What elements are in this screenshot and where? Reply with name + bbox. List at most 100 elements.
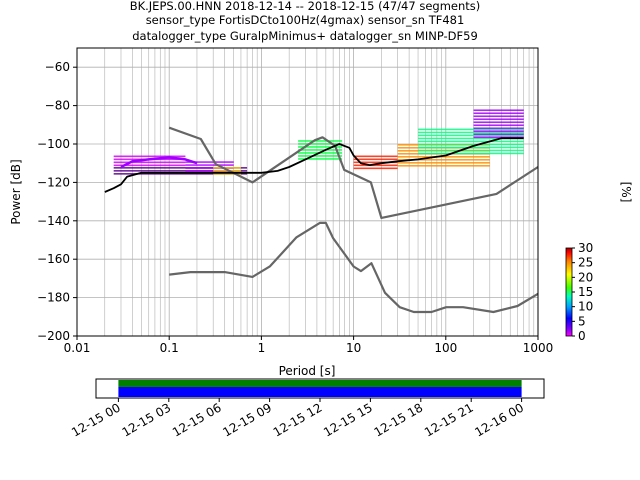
- colorbar-tick-label: 25: [578, 256, 593, 270]
- y-tick-label: −120: [37, 175, 70, 189]
- heatmap-cell: [418, 128, 524, 131]
- heatmap-cell: [113, 155, 186, 158]
- heatmap-cell: [418, 134, 524, 137]
- timeline-bars: [118, 380, 522, 397]
- heatmap-cell: [353, 164, 398, 167]
- x-tick-label: 1: [258, 341, 266, 355]
- y-tick-label: −100: [37, 137, 70, 151]
- heatmap-cell: [418, 140, 524, 143]
- colorbar-tick-label: 10: [578, 300, 593, 314]
- heatmap-cell: [473, 136, 524, 139]
- heatmap-cell: [473, 130, 524, 133]
- timeline-tick-label: 12-16 00: [472, 400, 526, 439]
- heatmap-cell: [473, 109, 524, 112]
- grid-lines: [76, 48, 538, 337]
- chart-title-line3: datalogger_type GuralpMinimus+ datalogge…: [132, 29, 478, 43]
- y-axis-ticks: −60 −80 −100 −120 −140 −160 −180 −200: [37, 60, 77, 343]
- x-tick-label: 100: [434, 341, 457, 355]
- heatmap-cell: [353, 167, 398, 170]
- timeline-tick-label: 12-15 00: [69, 400, 123, 439]
- plot-frame: [76, 47, 539, 337]
- x-axis-label: Period [s]: [279, 364, 336, 378]
- heatmap-cell: [298, 140, 343, 142]
- timeline-tick-label: 12-15 12: [271, 400, 325, 439]
- heatmap-cell: [397, 162, 490, 164]
- y-tick-label: −180: [37, 291, 70, 305]
- heatmap-cell: [298, 149, 343, 151]
- heatmap-cell: [113, 167, 248, 169]
- series-line-percentile: [120, 156, 198, 169]
- series-line-nlnm: [169, 221, 539, 314]
- heatmap-cell: [185, 170, 234, 172]
- heatmap-cell: [473, 121, 524, 124]
- heatmap-cell: [213, 167, 241, 169]
- heatmap-cell: [298, 155, 343, 157]
- heatmap-cell: [353, 158, 398, 161]
- y-tick-label: −160: [37, 252, 70, 266]
- psd-plot-area: 0.01 0.1 1 10 100 1000 −60 −80 −100 −120 −140 −160…: [37, 47, 554, 355]
- y-tick-label: −60: [45, 60, 70, 74]
- heatmap-cell: [397, 156, 490, 158]
- heatmap-cell: [185, 167, 234, 169]
- series-line-nhnm: [168, 126, 539, 219]
- heatmap-cell: [473, 133, 524, 136]
- heatmap-cell: [353, 161, 398, 164]
- heatmap-cell: [397, 159, 490, 161]
- y-axis-label: Power [dB]: [9, 159, 23, 224]
- timeline-bar-blue: [118, 387, 522, 397]
- colorbar-label: [%]: [619, 182, 633, 203]
- series-line-mode: [104, 137, 524, 193]
- heatmap-cell: [353, 155, 398, 158]
- heatmap-cell: [473, 124, 524, 127]
- timeline-tick-label: 12-15 09: [220, 400, 274, 439]
- timeline-tick-label: 12-15 18: [372, 400, 426, 439]
- x-tick-label: 0.1: [160, 341, 179, 355]
- heatmap-cell: [113, 161, 186, 164]
- timeline-tick-label: 12-15 15: [321, 400, 375, 439]
- heatmap-cell: [113, 170, 248, 172]
- timeline-bar-green: [118, 380, 522, 387]
- heatmap-cell: [473, 118, 524, 121]
- colorbar-tick-label: 5: [578, 314, 586, 328]
- heatmap-cell: [113, 164, 186, 167]
- heatmap-cell: [213, 173, 241, 175]
- colorbar-tick-label: 20: [578, 270, 593, 284]
- x-tick-label: 1000: [523, 341, 554, 355]
- heatmap-layer: [113, 109, 524, 175]
- colorbar: [565, 247, 573, 337]
- heatmap-cell: [185, 161, 234, 163]
- chart-title-line2: sensor_type FortisDCto100Hz(4gmax) senso…: [146, 13, 465, 27]
- heatmap-cell: [185, 164, 234, 166]
- heatmap-cell: [113, 173, 248, 175]
- x-axis-ticks: 0.01 0.1 1 10 100 1000: [64, 336, 554, 355]
- heatmap-cell: [473, 115, 524, 118]
- x-tick-label: 10: [346, 341, 361, 355]
- y-tick-label: −140: [37, 214, 70, 228]
- heatmap-cell: [418, 131, 524, 134]
- heatmap-cell: [473, 112, 524, 115]
- heatmap-cell: [418, 149, 524, 152]
- colorbar-tick-label: 0: [578, 329, 586, 343]
- timeline-tick-label: 12-15 21: [422, 400, 476, 439]
- timeline-tick-label: 12-15 06: [170, 400, 224, 439]
- heatmap-cell: [298, 158, 343, 160]
- colorbar-tick-label: 30: [578, 241, 593, 255]
- timeline-tick-label: 12-15 03: [120, 400, 174, 439]
- heatmap-cell: [397, 165, 490, 167]
- colorbar-tick-label: 15: [578, 285, 593, 299]
- heatmap-cell: [418, 137, 524, 140]
- heatmap-cell: [473, 127, 524, 130]
- chart-title-line1: BK.JEPS.00.HNN 2018-12-14 -- 2018-12-15 …: [130, 0, 481, 13]
- series-lines: [104, 126, 539, 314]
- heatmap-cell: [298, 146, 343, 148]
- heatmap-cell: [418, 152, 524, 155]
- x-tick-label: 0.01: [64, 341, 91, 355]
- heatmap-cell: [298, 143, 343, 145]
- y-tick-label: −80: [45, 99, 70, 113]
- y-tick-label: −200: [37, 329, 70, 343]
- heatmap-cell: [418, 143, 524, 146]
